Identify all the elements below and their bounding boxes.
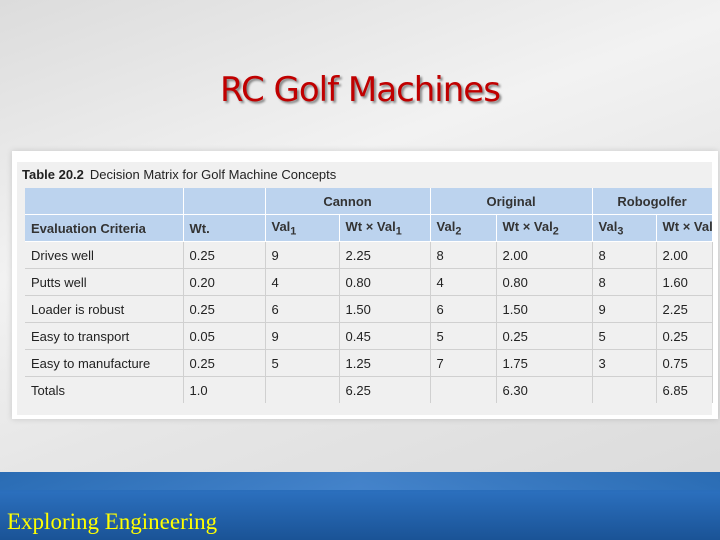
cell-wt-val2: 1.75 <box>496 349 593 377</box>
cell-weight: 0.25 <box>183 241 266 269</box>
cell-val2: 8 <box>430 241 497 269</box>
cell-weight: 0.20 <box>183 268 266 296</box>
header-val2: Val2 <box>430 214 497 242</box>
decision-matrix-table: Cannon Original Robogolfer Evaluation Cr… <box>25 188 713 403</box>
header-val3: Val3 <box>592 214 657 242</box>
header-weight: Wt. <box>183 214 266 242</box>
header-wt-val2: Wt × Val2 <box>496 214 593 242</box>
group-header-row: Cannon Original Robogolfer <box>25 188 713 215</box>
cell-val1: 5 <box>265 349 340 377</box>
table-row: Easy to manufacture 0.25 5 1.25 7 1.75 3… <box>25 349 713 377</box>
cell-val2: 7 <box>430 349 497 377</box>
cell-wt-val1: 6.25 <box>339 376 431 403</box>
footer-stripe <box>0 472 720 490</box>
cell-weight: 1.0 <box>183 376 266 403</box>
cell-val3: 8 <box>592 268 657 296</box>
cell-wt-val3: 0.25 <box>656 322 713 350</box>
cell-val3: 9 <box>592 295 657 323</box>
header-evaluation-criteria: Evaluation Criteria <box>25 214 184 242</box>
group-header-original: Original <box>430 188 593 215</box>
cell-val1: 9 <box>265 322 340 350</box>
table-caption-text: Decision Matrix for Golf Machine Concept… <box>89 167 337 182</box>
cell-criteria: Putts well <box>25 268 184 296</box>
footer-text: Exploring Engineering <box>7 509 218 534</box>
cell-wt-val3: 2.25 <box>656 295 713 323</box>
cell-val2: 6 <box>430 295 497 323</box>
cell-val2 <box>430 376 497 403</box>
cell-val2: 5 <box>430 322 497 350</box>
header-wt-val1: Wt × Val1 <box>339 214 431 242</box>
cell-wt-val1: 1.50 <box>339 295 431 323</box>
cell-val1: 9 <box>265 241 340 269</box>
slide-title: RC Golf Machines <box>220 70 501 110</box>
header-val1: Val1 <box>265 214 340 242</box>
table-row: Drives well 0.25 9 2.25 8 2.00 8 2.00 <box>25 241 713 269</box>
table-caption-label: Table 20.2 <box>22 167 84 182</box>
cell-wt-val2: 2.00 <box>496 241 593 269</box>
footer-band <box>0 472 720 540</box>
cell-wt-val1: 0.45 <box>339 322 431 350</box>
cell-criteria: Loader is robust <box>25 295 184 323</box>
empty-header-cell <box>25 188 184 215</box>
cell-val1: 4 <box>265 268 340 296</box>
table-image: Table 20.2 Decision Matrix for Golf Machi… <box>12 151 718 419</box>
cell-wt-val3: 2.00 <box>656 241 713 269</box>
cell-wt-val3: 0.75 <box>656 349 713 377</box>
cell-criteria: Drives well <box>25 241 184 269</box>
table-row: Loader is robust 0.25 6 1.50 6 1.50 9 2.… <box>25 295 713 323</box>
cell-wt-val1: 0.80 <box>339 268 431 296</box>
cell-val3: 5 <box>592 322 657 350</box>
cell-wt-val2: 0.25 <box>496 322 593 350</box>
cell-weight: 0.25 <box>183 349 266 377</box>
table-row: Putts well 0.20 4 0.80 4 0.80 8 1.60 <box>25 268 713 296</box>
cell-wt-val2: 6.30 <box>496 376 593 403</box>
column-header-row: Evaluation Criteria Wt. Val1 Wt × Val1 V… <box>25 214 713 242</box>
group-header-robogolfer: Robogolfer <box>592 188 713 215</box>
cell-criteria: Easy to transport <box>25 322 184 350</box>
cell-wt-val1: 1.25 <box>339 349 431 377</box>
cell-val1 <box>265 376 340 403</box>
cell-val1: 6 <box>265 295 340 323</box>
group-header-cannon: Cannon <box>265 188 431 215</box>
cell-val3 <box>592 376 657 403</box>
cell-criteria: Totals <box>25 376 184 403</box>
cell-val2: 4 <box>430 268 497 296</box>
cell-weight: 0.05 <box>183 322 266 350</box>
cell-wt-val2: 1.50 <box>496 295 593 323</box>
cell-criteria: Easy to manufacture <box>25 349 184 377</box>
empty-header-cell <box>183 188 266 215</box>
cell-weight: 0.25 <box>183 295 266 323</box>
cell-val3: 3 <box>592 349 657 377</box>
cell-val3: 8 <box>592 241 657 269</box>
table-row: Easy to transport 0.05 9 0.45 5 0.25 5 0… <box>25 322 713 350</box>
totals-row: Totals 1.0 6.25 6.30 6.85 <box>25 376 713 403</box>
cell-wt-val3: 1.60 <box>656 268 713 296</box>
cell-wt-val2: 0.80 <box>496 268 593 296</box>
header-wt-val3: Wt × Val3 <box>656 214 713 242</box>
cell-wt-val1: 2.25 <box>339 241 431 269</box>
cell-wt-val3: 6.85 <box>656 376 713 403</box>
table-caption: Table 20.2 Decision Matrix for Golf Machi… <box>17 162 712 188</box>
